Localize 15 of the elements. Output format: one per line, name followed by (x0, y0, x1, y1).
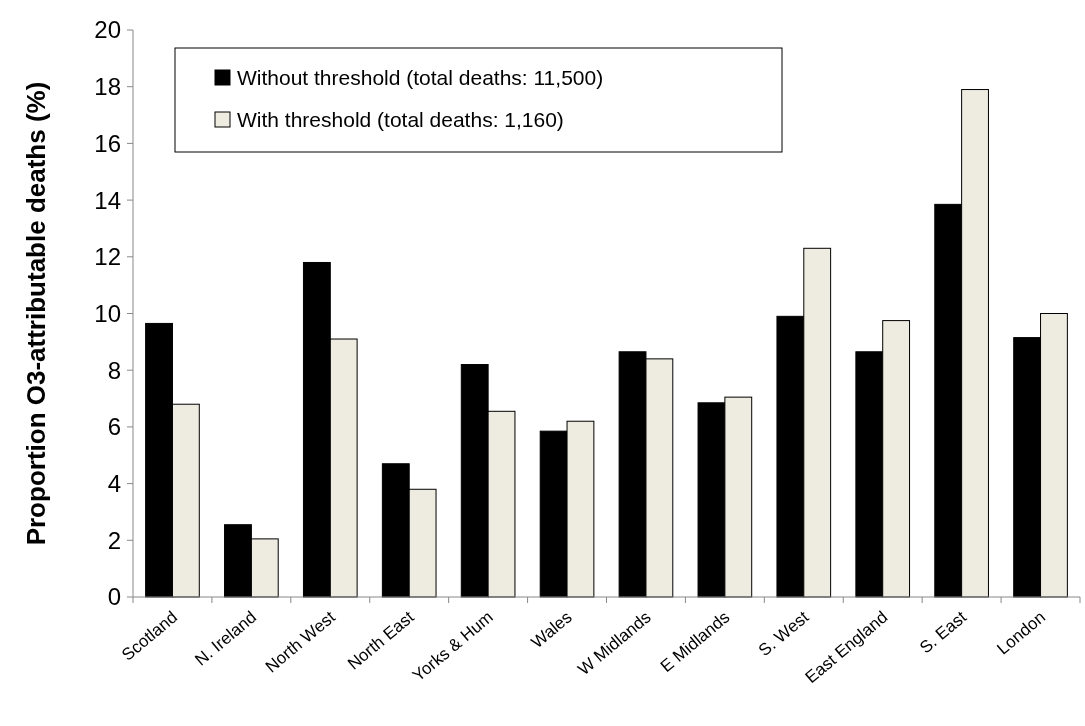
legend-label: Without threshold (total deaths: 11,500) (237, 66, 604, 90)
y-tick-label: 18 (94, 73, 121, 101)
y-tick-label: 0 (107, 583, 121, 611)
y-tick-label: 2 (107, 526, 121, 554)
y-tick-label: 20 (94, 16, 121, 44)
y-tick-label: 6 (107, 413, 121, 441)
y-axis-title: Proportion O3-attributable deaths (%) (21, 81, 51, 546)
y-tick-label: 10 (94, 299, 121, 327)
x-tick-label: S. East (915, 607, 971, 658)
y-tick-label: 16 (94, 129, 121, 157)
y-tick-label: 4 (107, 470, 121, 497)
y-tick-label: 8 (107, 356, 121, 384)
y-tick-label: 14 (94, 186, 121, 214)
legend-label: With threshold (total deaths: 1,160) (237, 108, 564, 132)
y-tick-label: 12 (94, 243, 121, 271)
